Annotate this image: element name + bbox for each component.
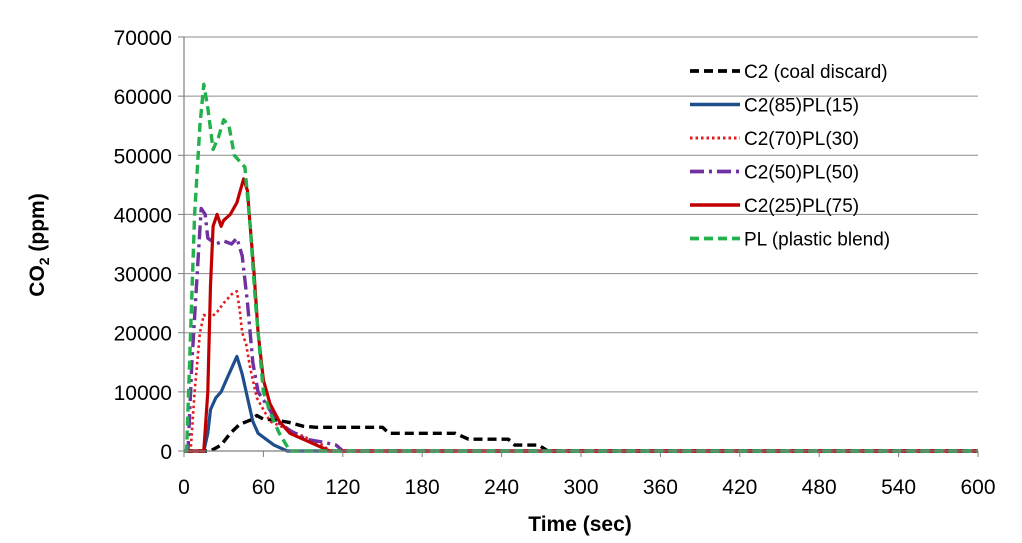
x-tick-label-5: 300 [563, 476, 598, 499]
y-axis-title-subscript: 2 [36, 257, 52, 265]
y-tick-label-1: 10000 [114, 382, 172, 405]
series-line-0 [184, 413, 978, 453]
series-line-3 [184, 206, 978, 453]
legend-label-5: PL (plastic blend) [744, 230, 890, 251]
x-tick-label-0: 0 [178, 476, 190, 499]
legend-label-4: C2(25)PL(75) [744, 196, 859, 217]
axes [178, 36, 979, 457]
y-tick-label-6: 60000 [114, 86, 172, 109]
y-tick-label-5: 50000 [114, 145, 172, 168]
x-tick-label-6: 360 [643, 476, 678, 499]
x-tick-label-8: 480 [802, 476, 837, 499]
series-lines [184, 82, 978, 453]
y-tick-label-4: 40000 [114, 204, 172, 227]
x-tick-label-1: 60 [252, 476, 275, 499]
x-tick-label-7: 420 [722, 476, 757, 499]
y-tick-label-3: 30000 [114, 264, 172, 287]
series-line-5 [184, 82, 978, 453]
y-tick-label-7: 70000 [114, 27, 172, 50]
legend-label-3: C2(50)PL(50) [744, 163, 859, 184]
series-line-2 [184, 289, 978, 453]
legend-label-0: C2 (coal discard) [744, 62, 888, 83]
tick-labels: 0 10000 20000 30000 40000 50000 60000 70000 0 60 1… [114, 27, 996, 499]
y-axis-title-unit: (ppm) [26, 193, 49, 257]
legend-label-2: C2(70)PL(30) [744, 129, 859, 150]
x-tick-label-2: 120 [325, 476, 360, 499]
x-axis-title: Time (sec) [528, 513, 632, 536]
gridlines [184, 36, 978, 393]
series-line-4 [184, 177, 978, 453]
legend-label-1: C2(85)PL(15) [744, 96, 859, 117]
x-tick-label-9: 540 [881, 476, 916, 499]
legend: C2 (coal discard) C2(85)PL(15) C2(70)PL(30… [690, 62, 890, 251]
y-axis-title: CO2 (ppm) [26, 193, 52, 296]
x-tick-label-10: 600 [960, 476, 995, 499]
y-axis-title-main: CO [26, 265, 49, 297]
series-line-1 [184, 354, 978, 453]
x-tick-label-4: 240 [484, 476, 519, 499]
y-tick-label-2: 20000 [114, 323, 172, 346]
y-tick-label-0: 0 [160, 441, 172, 464]
x-tick-label-3: 180 [405, 476, 440, 499]
